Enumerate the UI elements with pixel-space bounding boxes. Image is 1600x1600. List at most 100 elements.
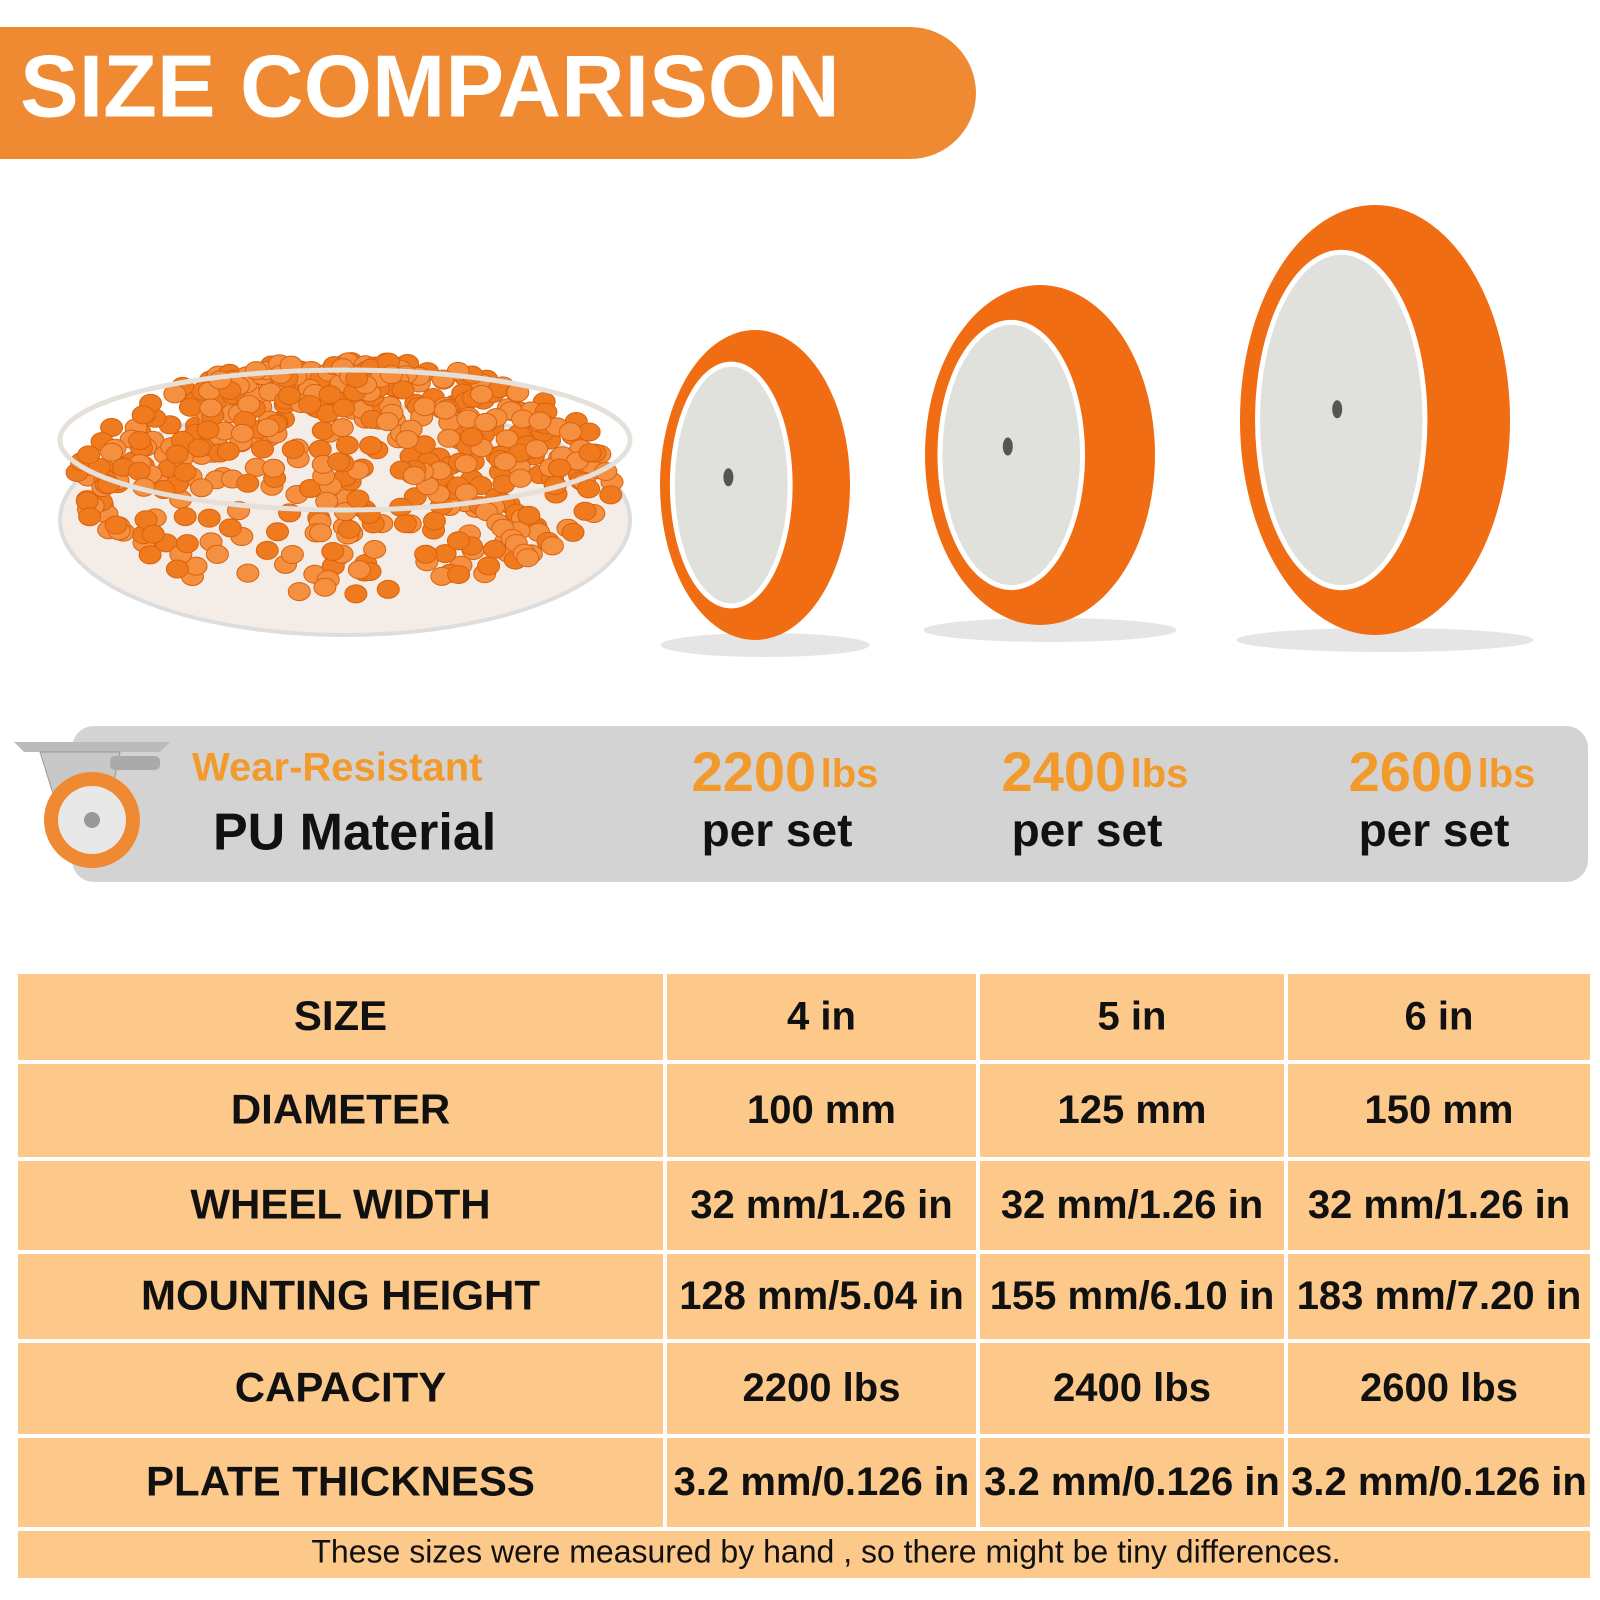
pellet	[437, 428, 461, 448]
table-value: 150 mm	[1365, 1088, 1514, 1132]
table-label: DIAMETER	[231, 1086, 450, 1133]
table-cell	[667, 1254, 976, 1339]
load-unit: lbs	[1131, 752, 1189, 796]
load-per: per set	[702, 804, 853, 856]
pellet	[433, 400, 457, 420]
pellet	[131, 405, 155, 425]
pellet	[277, 386, 301, 406]
pellet	[540, 536, 564, 556]
table-cell	[1288, 1343, 1590, 1434]
pellet	[138, 545, 162, 565]
pellet	[414, 544, 438, 564]
pellet	[376, 412, 400, 432]
table-cell	[980, 1254, 1284, 1339]
table-label: SIZE	[294, 992, 387, 1039]
wheel-rim	[669, 361, 793, 609]
pellet	[236, 473, 260, 493]
load-amount: 2200	[692, 740, 817, 803]
pellet	[470, 384, 494, 404]
table-value: 100 mm	[747, 1088, 896, 1132]
header-banner	[0, 27, 976, 159]
pellet	[447, 565, 471, 585]
table-value: 128 mm/5.04 in	[679, 1274, 964, 1318]
pellet	[344, 584, 368, 604]
pellet	[262, 458, 286, 478]
table-value: 32 mm/1.26 in	[690, 1183, 952, 1227]
pellet	[298, 394, 322, 414]
pellet	[104, 515, 128, 535]
table-value: 3.2 mm/0.126 in	[1291, 1460, 1587, 1504]
pellet	[337, 519, 361, 539]
pellet	[175, 534, 199, 554]
pellet	[346, 489, 370, 509]
table-cell	[980, 1343, 1284, 1434]
bowl-rim	[57, 367, 633, 513]
table-value: 2600 lbs	[1360, 1366, 1518, 1410]
pellet	[308, 523, 332, 543]
pellet	[75, 491, 99, 511]
header-title: SIZE COMPARISON	[20, 36, 840, 135]
pellet	[280, 544, 304, 564]
pellet	[251, 439, 275, 459]
table-cell	[18, 1343, 663, 1434]
pellet	[266, 522, 290, 542]
pellet	[347, 560, 371, 580]
pellet	[359, 436, 383, 456]
load-unit: lbs	[1478, 752, 1536, 796]
pellet	[313, 577, 337, 597]
pellet	[218, 518, 242, 538]
table-cell	[1288, 1064, 1590, 1157]
pellet	[165, 559, 189, 579]
pellet	[173, 462, 197, 482]
pellet	[230, 423, 254, 443]
table-cell	[18, 974, 663, 1060]
table-value: 6 in	[1405, 995, 1474, 1039]
table-value: 2200 lbs	[743, 1366, 901, 1410]
table-value: 3.2 mm/0.126 in	[984, 1460, 1280, 1504]
table-cell	[667, 1161, 976, 1250]
load-value: 2400 lbs	[1002, 740, 1189, 803]
pellet	[446, 531, 470, 551]
pellet	[363, 539, 387, 559]
load-amount: 2600	[1349, 740, 1474, 803]
pellet	[256, 418, 280, 438]
pellet	[422, 511, 446, 531]
pellet	[178, 397, 202, 417]
pellet	[395, 430, 419, 450]
table-cell	[667, 1343, 976, 1434]
table-label: PLATE THICKNESS	[146, 1458, 535, 1505]
table-cell	[18, 1438, 663, 1527]
pellet	[216, 441, 240, 461]
wheel-hub	[1332, 400, 1343, 419]
product-images	[57, 205, 1534, 657]
pellet	[311, 421, 335, 441]
pellet	[460, 427, 484, 447]
pellet	[199, 398, 223, 418]
load-value: 2200 lbs	[692, 740, 879, 803]
pellet	[237, 394, 261, 414]
table-cell	[1288, 1161, 1590, 1250]
pellet	[599, 485, 623, 505]
load-per: per set	[1359, 804, 1510, 856]
pellet	[318, 385, 342, 405]
table-cell	[18, 1161, 663, 1250]
table-value: 2400 lbs	[1053, 1366, 1211, 1410]
table-cell	[1288, 1254, 1590, 1339]
pellet	[528, 411, 552, 431]
pellet	[477, 556, 501, 576]
pellet	[335, 435, 359, 455]
pellet	[517, 505, 541, 525]
material-name: PU Material	[213, 804, 496, 862]
pellet	[165, 444, 189, 464]
pellet	[558, 422, 582, 442]
pellet	[190, 478, 214, 498]
pellet	[78, 507, 102, 527]
table-cell	[980, 974, 1284, 1060]
wheel-rim	[937, 319, 1086, 591]
wheel-shadow	[1236, 628, 1534, 652]
pellet	[454, 454, 478, 474]
pellet	[393, 514, 417, 534]
